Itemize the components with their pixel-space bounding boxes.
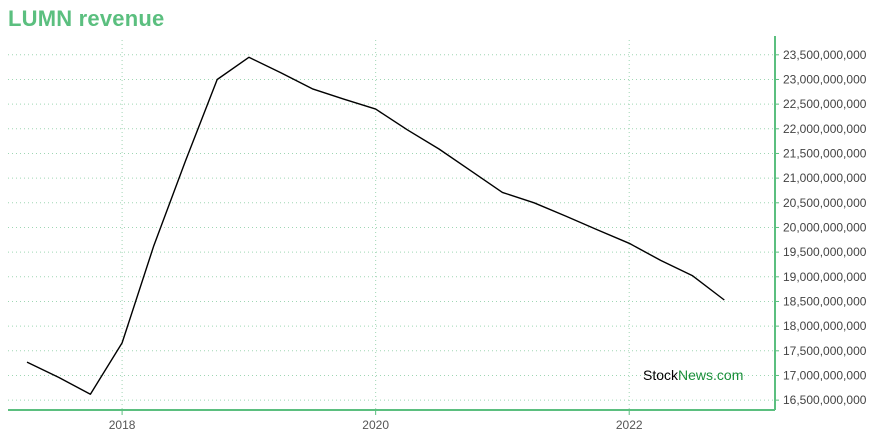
y-tick-label: 23,000,000,000 <box>783 72 867 86</box>
y-tick-label: 21,000,000,000 <box>783 171 867 185</box>
y-tick-label: 18,000,000,000 <box>783 319 867 333</box>
watermark-part-stock: Stock <box>643 367 679 383</box>
axes <box>8 36 779 415</box>
series-lines <box>26 56 725 395</box>
chart-title: LUMN revenue <box>8 6 165 31</box>
x-tick-label: 2018 <box>109 418 136 432</box>
x-tick-label: 2022 <box>616 418 643 432</box>
grid-lines <box>8 40 775 410</box>
y-tick-label: 16,500,000,000 <box>783 393 867 407</box>
y-tick-label: 22,000,000,000 <box>783 122 867 136</box>
y-tick-label: 20,500,000,000 <box>783 196 867 210</box>
y-tick-label: 23,500,000,000 <box>783 48 867 62</box>
x-tick-label: 2020 <box>362 418 389 432</box>
revenue-series-line <box>26 56 725 395</box>
y-tick-label: 21,500,000,000 <box>783 146 867 160</box>
y-tick-label: 19,000,000,000 <box>783 270 867 284</box>
watermark: StockNews.com <box>643 367 743 383</box>
x-axis-tick-labels: 2018 2020 2022 <box>109 418 643 432</box>
y-tick-label: 22,500,000,000 <box>783 97 867 111</box>
y-axis-tick-labels: 16,500,000,000 17,000,000,000 17,500,000,0… <box>783 48 867 407</box>
y-tick-label: 18,500,000,000 <box>783 294 867 308</box>
y-tick-label: 19,500,000,000 <box>783 245 867 259</box>
watermark-part-news: News.com <box>678 367 743 383</box>
y-tick-label: 17,000,000,000 <box>783 368 867 382</box>
y-tick-label: 20,000,000,000 <box>783 220 867 234</box>
y-tick-label: 17,500,000,000 <box>783 344 867 358</box>
